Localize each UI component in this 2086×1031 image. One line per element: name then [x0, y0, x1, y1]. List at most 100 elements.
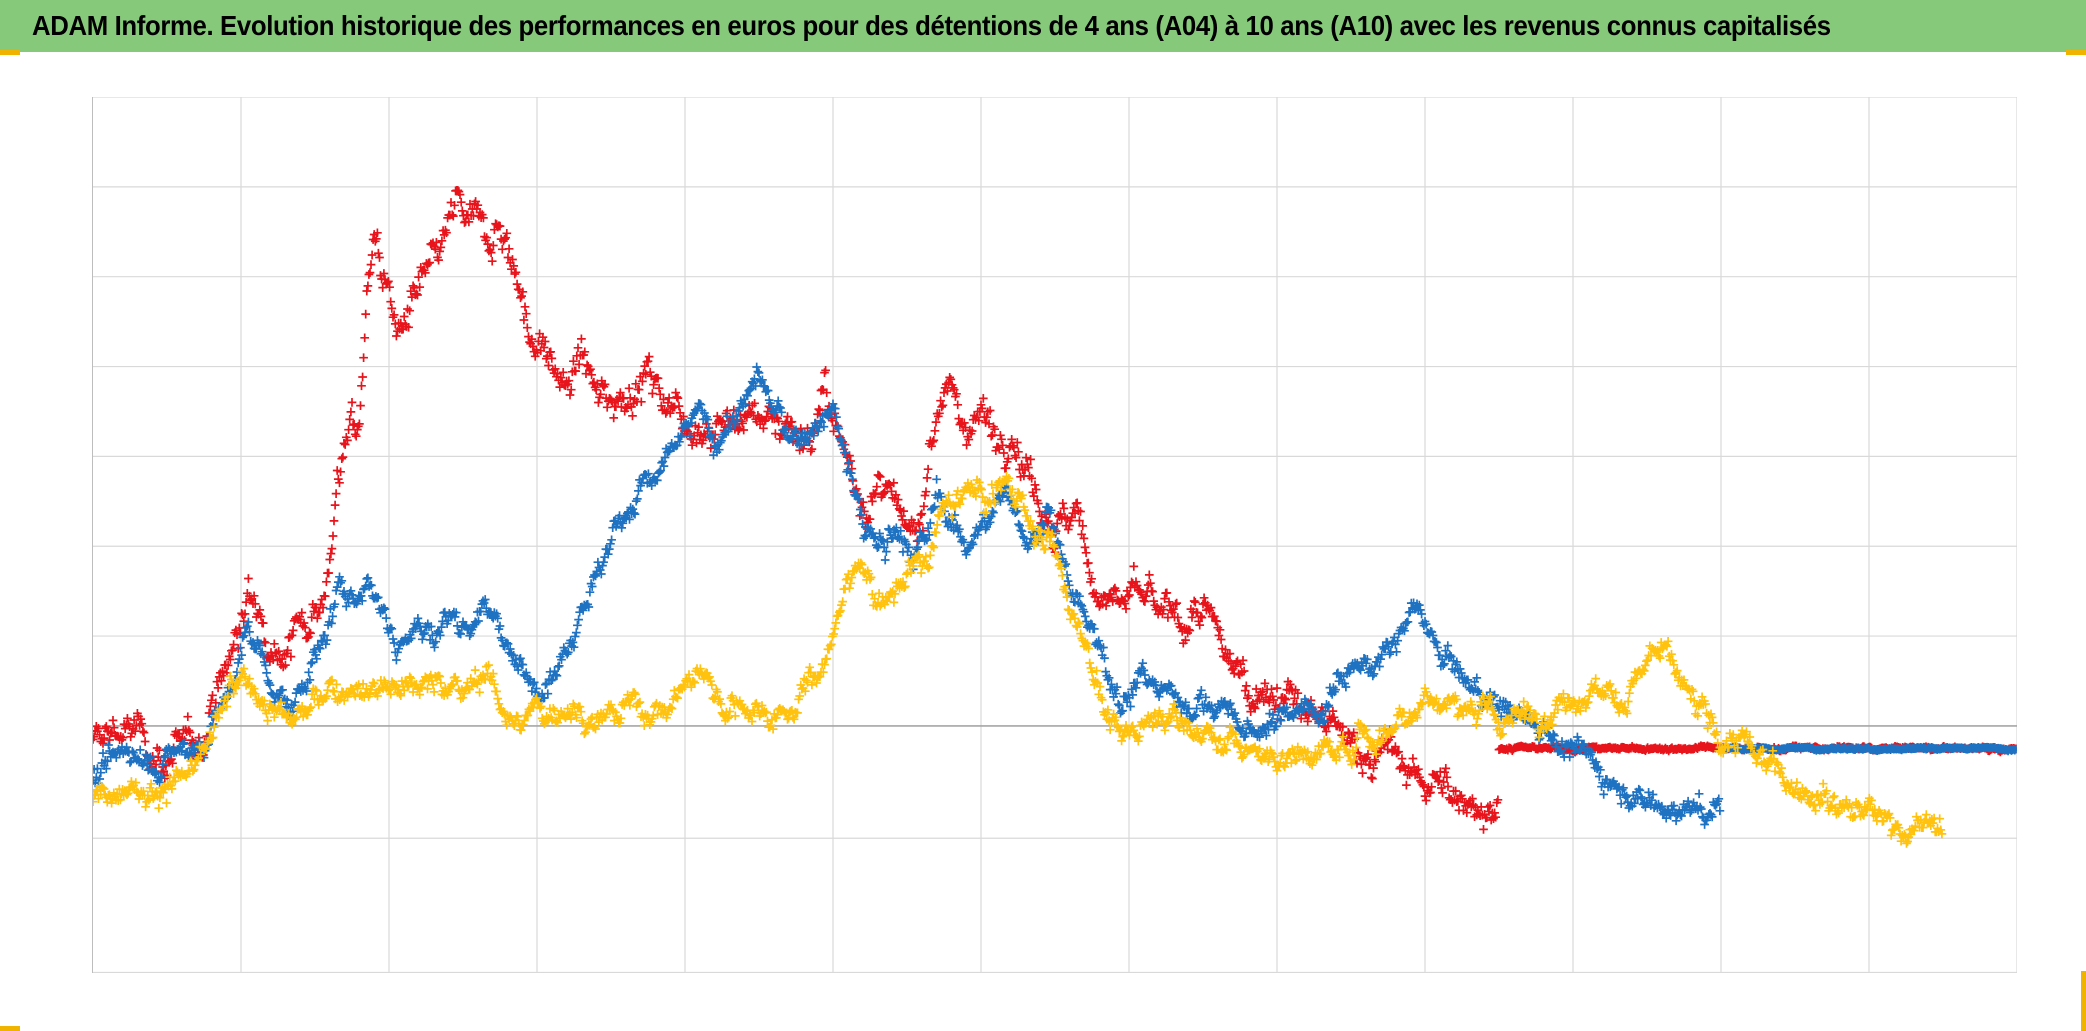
- data-point: [406, 673, 416, 683]
- data-point: [675, 408, 685, 418]
- data-point: [707, 434, 717, 444]
- data-point: [456, 629, 466, 639]
- data-point: [899, 506, 909, 516]
- data-point: [99, 733, 109, 743]
- data-point: [1496, 712, 1506, 721]
- data-point: [1152, 719, 1162, 729]
- data-point: [1559, 689, 1568, 699]
- data-point: [443, 616, 453, 625]
- data-point: [205, 701, 215, 711]
- data-point: [740, 399, 750, 409]
- data-point: [1519, 697, 1529, 706]
- data-point: [774, 402, 784, 412]
- data-point: [1617, 698, 1626, 708]
- data-point: [362, 574, 372, 584]
- data-point: [836, 606, 845, 616]
- data-point: [890, 589, 900, 599]
- data-point: [554, 661, 564, 671]
- data-point: [1328, 706, 1338, 716]
- data-point: [776, 403, 785, 413]
- data-point: [1133, 736, 1143, 746]
- data-point: [1724, 743, 1734, 752]
- data-point: [1745, 732, 1755, 742]
- data-point: [437, 236, 447, 246]
- data-point: [274, 646, 284, 656]
- data-point: [1346, 738, 1355, 748]
- data-point: [1755, 750, 1764, 760]
- data-point: [329, 687, 339, 697]
- data-point: [1490, 808, 1499, 818]
- data-point: [716, 699, 726, 709]
- data-point: [952, 389, 961, 399]
- data-point: [105, 735, 114, 745]
- data-point: [641, 369, 651, 379]
- data-point: [386, 297, 396, 307]
- data-point: [773, 710, 782, 720]
- data-point: [503, 253, 513, 262]
- data-point: [569, 642, 579, 652]
- data-point: [1112, 682, 1122, 692]
- data-point: [256, 612, 266, 621]
- data-point: [713, 687, 722, 697]
- data-point: [746, 383, 756, 393]
- data-point: [1551, 700, 1560, 710]
- data-point: [1011, 502, 1021, 512]
- data-point: [1525, 705, 1535, 715]
- data-point: [910, 526, 920, 536]
- data-point: [984, 419, 994, 429]
- data-point: [582, 360, 592, 370]
- data-point: [232, 630, 242, 639]
- data-point: [916, 510, 926, 520]
- data-point: [1733, 743, 1743, 753]
- data-point: [1646, 651, 1656, 660]
- data-point: [427, 676, 437, 686]
- data-point: [602, 402, 612, 412]
- data-point: [151, 767, 161, 777]
- data-point: [738, 418, 747, 428]
- data-point: [1349, 755, 1359, 764]
- data-point: [1707, 713, 1717, 722]
- data-point: [908, 561, 918, 571]
- data-point: [261, 638, 270, 648]
- data-point: [990, 424, 1000, 434]
- data-point: [745, 407, 755, 416]
- data-point: [1482, 813, 1492, 822]
- data-point: [1547, 720, 1557, 729]
- data-point: [392, 680, 401, 690]
- data-point: [1148, 587, 1157, 596]
- data-point: [1052, 519, 1062, 528]
- data-point: [1557, 737, 1567, 746]
- data-point: [1451, 786, 1461, 796]
- data-point: [122, 742, 131, 752]
- data-point: [618, 518, 628, 528]
- data-point: [607, 535, 616, 545]
- data-point: [327, 544, 337, 553]
- data-point: [138, 726, 148, 736]
- data-point: [1291, 756, 1300, 766]
- data-point: [574, 615, 583, 624]
- data-point: [1445, 650, 1455, 660]
- data-point: [1432, 694, 1441, 704]
- data-point: [492, 687, 501, 696]
- data-point: [879, 488, 889, 498]
- data-point: [382, 278, 392, 287]
- data-point: [1661, 813, 1671, 823]
- data-point: [1614, 708, 1624, 717]
- data-point: [965, 487, 975, 497]
- data-point: [123, 788, 133, 798]
- data-point: [1507, 711, 1516, 720]
- data-point: [290, 697, 300, 707]
- data-point: [731, 411, 741, 421]
- data-point: [580, 347, 590, 357]
- series-0: [93, 186, 1503, 834]
- data-point: [639, 721, 649, 730]
- data-point: [997, 434, 1006, 444]
- data-point: [1584, 691, 1594, 701]
- data-point: [865, 514, 875, 524]
- data-point: [1414, 764, 1423, 774]
- data-point: [1280, 694, 1290, 703]
- data-point: [565, 390, 575, 400]
- data-point: [1327, 746, 1337, 756]
- data-point: [1230, 729, 1240, 739]
- data-point: [1190, 710, 1199, 720]
